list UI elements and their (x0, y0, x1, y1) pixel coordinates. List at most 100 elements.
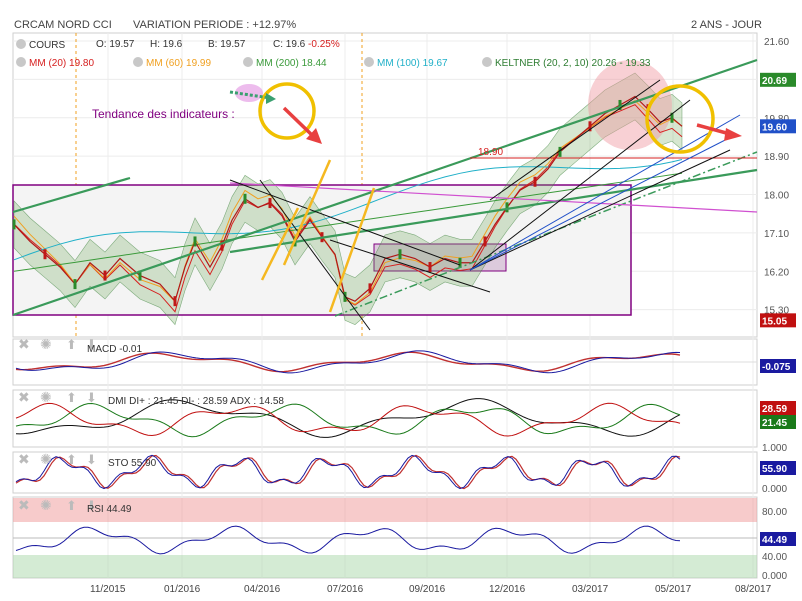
mm200-value: 18.44 (301, 58, 327, 69)
arrow-up-icon[interactable]: ⬆ (66, 452, 77, 467)
arrow-down-icon[interactable]: ⬇ (86, 498, 97, 513)
trend-channel-upper (12, 58, 758, 317)
yellow-circle (258, 82, 316, 140)
rsi-overbought-zone (13, 498, 757, 522)
x-tick-label: 03/2017 (572, 584, 609, 595)
fan-line (329, 239, 491, 293)
price-label-value: 19.60 (762, 122, 787, 133)
price-tick-label: 18.90 (764, 152, 789, 163)
gear-icon[interactable]: ✺ (40, 336, 52, 352)
period-selector[interactable]: 2 ANS - JOUR (691, 19, 762, 31)
instrument-name: CRCAM NORD CCI (14, 19, 112, 31)
osc-label-value: 44.49 (762, 535, 787, 546)
macd-line (15, 350, 681, 374)
mm20-label: MM (20) (29, 58, 67, 69)
rsi-oversold-zone (13, 555, 757, 578)
red-arrow (282, 106, 316, 139)
price-tick-label: 15.30 (764, 306, 789, 317)
price-candle (243, 193, 247, 204)
x-tick-label: 07/2016 (327, 584, 364, 595)
rsi-line (15, 525, 681, 555)
rsi-tick: 40.00 (762, 552, 787, 563)
orange-mark (260, 207, 300, 281)
arrow-up-icon[interactable]: ⬆ (66, 337, 77, 352)
osc-label-value: 28.59 (762, 404, 787, 415)
cours-label: COURS (29, 40, 66, 51)
close-icon[interactable]: ✖ (18, 336, 30, 352)
orange-mark (328, 187, 376, 313)
ohlc-close: C: 19.6 -0.25% (273, 39, 340, 50)
x-tick-label: 05/2017 (655, 584, 692, 595)
sto-tick: 0.000 (762, 484, 787, 495)
gear-icon[interactable]: ✺ (40, 451, 52, 467)
macd-label: MACD (87, 344, 117, 355)
mm200-line (13, 172, 683, 272)
osc-label-value: 55.90 (762, 464, 787, 475)
di-minus-line (15, 402, 681, 437)
gear-icon[interactable] (16, 57, 26, 67)
ohlc-high: H: 19.6 (150, 39, 183, 50)
close-change: -0.25% (308, 39, 340, 50)
fan-line (469, 99, 691, 271)
gear-icon[interactable] (243, 57, 253, 67)
sto-value: 55.90 (131, 458, 157, 469)
x-tick-label: 11/2015 (90, 584, 126, 595)
keltner-label: KELTNER (20, 2, 10) (495, 58, 589, 69)
arrow-up-icon[interactable]: ⬆ (66, 498, 77, 513)
yellow-circle (645, 84, 715, 154)
close-label: C: 19.6 (273, 39, 306, 50)
legend-cours[interactable]: COURS (16, 39, 65, 51)
mm100-value: 19.67 (422, 58, 448, 69)
price-label-value: 15.05 (762, 316, 787, 327)
sto-tick: 1.000 (762, 443, 787, 454)
macd-toolbar: ✖ ✺ ⬆ ⬇ (18, 336, 97, 352)
keltner-values: 20.26 - 19.33 (591, 58, 651, 69)
price-candle (43, 249, 47, 260)
price-candle (103, 270, 107, 281)
fan-line (229, 179, 461, 266)
ohlc-low: B: 19.57 (208, 39, 246, 50)
gear-icon[interactable]: ✺ (40, 497, 52, 513)
close-icon[interactable]: ✖ (18, 497, 30, 513)
arrow-down-icon[interactable]: ⬇ (86, 452, 97, 467)
gear-icon[interactable] (16, 39, 26, 49)
gear-icon[interactable] (482, 57, 492, 67)
price-candle (12, 219, 16, 230)
dmi-label: DMI (108, 396, 127, 407)
osc-label-box (760, 461, 796, 475)
gear-icon[interactable]: ✺ (40, 389, 52, 405)
rsi-label: RSI (87, 504, 104, 515)
osc-label-box (760, 359, 796, 373)
close-icon[interactable]: ✖ (18, 451, 30, 467)
legend-mm100[interactable]: MM (100) 19.67 (364, 57, 448, 69)
arrow-down-icon[interactable]: ⬇ (86, 390, 97, 405)
mm60-label: MM (60) (146, 58, 184, 69)
osc-label-value: -0.075 (762, 362, 791, 373)
macd-value: -0.01 (119, 344, 143, 355)
price-label-value: 20.69 (762, 76, 787, 87)
arrow-up-icon[interactable]: ⬆ (66, 390, 77, 405)
legend-mm60[interactable]: MM (60) 19.99 (133, 57, 211, 69)
gear-icon[interactable] (133, 57, 143, 67)
price-label-box (760, 119, 796, 134)
legend-keltner[interactable]: KELTNER (20, 2, 10) 20.26 - 19.33 (482, 57, 650, 69)
price-label-box (760, 313, 796, 328)
ohlc-open: O: 19.57 (96, 39, 135, 50)
legend-mm20[interactable]: MM (20) 19.80 (16, 57, 94, 69)
close-icon[interactable]: ✖ (18, 389, 30, 405)
legend-mm200[interactable]: MM (200) 18.44 (243, 57, 327, 69)
fan-line-blue (469, 114, 741, 271)
price-candle (483, 236, 487, 247)
gear-icon[interactable] (364, 57, 374, 67)
arrow-down-icon[interactable]: ⬇ (86, 337, 97, 352)
osc-label-value: 21.45 (762, 418, 787, 429)
orange-mark (282, 159, 332, 266)
price-candle (670, 112, 674, 123)
arrow-head (266, 93, 276, 104)
price-candle (73, 279, 77, 290)
red-arrow (696, 123, 731, 136)
price-candle (173, 296, 177, 307)
x-tick-label: 01/2016 (164, 584, 201, 595)
dmi-toolbar: ✖ ✺ ⬆ ⬇ (18, 389, 97, 405)
